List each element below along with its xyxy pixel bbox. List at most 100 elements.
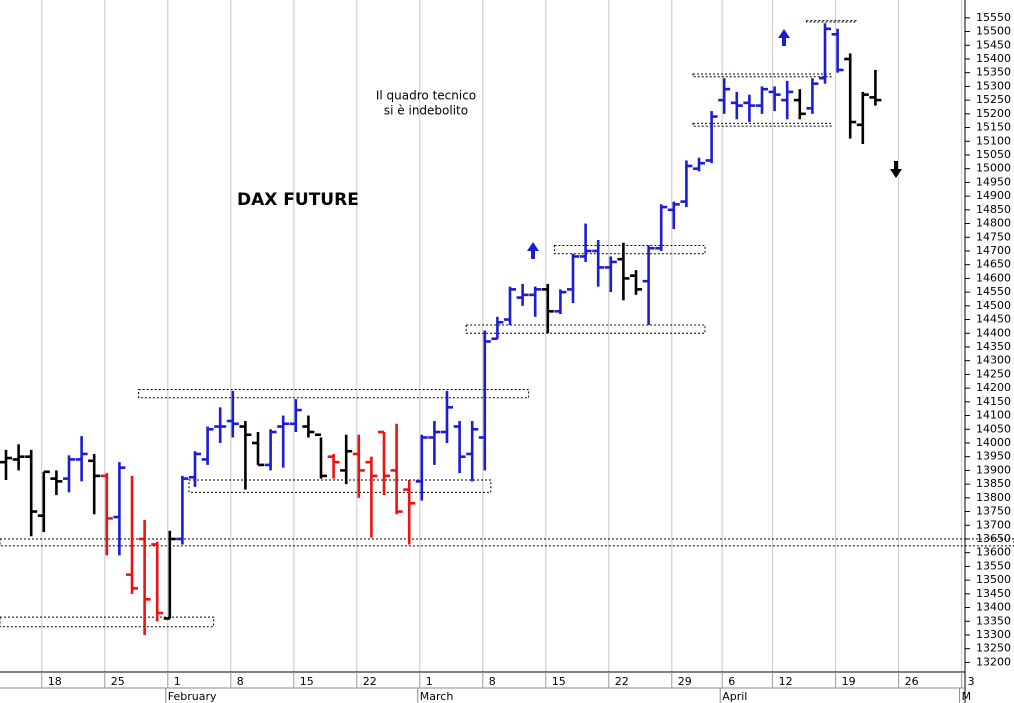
x-tick-label: 25 bbox=[111, 675, 125, 688]
x-tick-label: 1 bbox=[426, 675, 433, 688]
y-tick-label: 15300 bbox=[976, 79, 1011, 92]
ohlc-bar bbox=[529, 286, 542, 317]
ohlc-bar bbox=[25, 449, 38, 537]
ohlc-bar bbox=[176, 475, 189, 545]
price-zone bbox=[692, 73, 832, 78]
ohlc-bar bbox=[75, 436, 88, 482]
ohlc-bar bbox=[113, 462, 126, 556]
ohlc-bar bbox=[327, 453, 340, 479]
y-tick-label: 13400 bbox=[976, 601, 1011, 614]
ohlc-bar bbox=[63, 455, 75, 493]
ohlc-bar bbox=[567, 253, 579, 304]
ohlc-bar bbox=[289, 399, 302, 432]
y-tick-label: 13950 bbox=[976, 450, 1011, 463]
up-arrow bbox=[527, 242, 539, 259]
ohlc-bar bbox=[718, 78, 731, 114]
ohlc-bar bbox=[264, 429, 277, 471]
chart-title: DAX FUTURE bbox=[237, 190, 359, 210]
y-tick-label: 13800 bbox=[976, 491, 1011, 504]
grid bbox=[41, 0, 963, 672]
ohlc-bar bbox=[189, 451, 201, 487]
month-label: April bbox=[722, 690, 747, 703]
x-tick-label: 15 bbox=[552, 675, 566, 688]
price-zone bbox=[138, 388, 530, 399]
y-tick-label: 13850 bbox=[976, 477, 1011, 490]
ohlc-bar bbox=[302, 415, 315, 438]
y-tick-label: 15350 bbox=[976, 66, 1011, 79]
month-label: March bbox=[420, 690, 454, 703]
y-tick-label: 15450 bbox=[976, 38, 1011, 51]
y-tick-label: 13700 bbox=[976, 518, 1011, 531]
ohlc-bar bbox=[831, 28, 844, 73]
y-tick-label: 15250 bbox=[976, 93, 1011, 106]
x-tick-label: 1 bbox=[174, 675, 181, 688]
zones bbox=[0, 20, 1014, 628]
y-tick-label: 14600 bbox=[976, 271, 1011, 284]
annotation: si è indebolito bbox=[384, 104, 468, 118]
y-tick-label: 14550 bbox=[976, 285, 1011, 298]
ohlc-bar bbox=[340, 434, 353, 485]
y-tick-label: 15000 bbox=[976, 162, 1011, 175]
ohlc-bar bbox=[781, 80, 794, 120]
ohlc-bar bbox=[541, 283, 554, 334]
y-tick-label: 13300 bbox=[976, 628, 1011, 641]
month-label: M bbox=[962, 690, 972, 703]
ohlc-bar bbox=[768, 86, 781, 112]
annotation: Il quadro tecnico bbox=[376, 89, 476, 103]
x-tick-label: 6 bbox=[728, 675, 735, 688]
ohlc-bar bbox=[415, 434, 428, 501]
ohlc-bar bbox=[491, 316, 504, 341]
price-zone bbox=[805, 20, 857, 23]
y-tick-label: 13600 bbox=[976, 546, 1011, 559]
ohlc-bar bbox=[806, 78, 819, 114]
ohlc-bar bbox=[88, 453, 101, 515]
y-tick-label: 14500 bbox=[976, 299, 1011, 312]
ohlc-bar bbox=[100, 473, 113, 556]
y-tick-label: 14350 bbox=[976, 340, 1011, 353]
y-tick-label: 13900 bbox=[976, 463, 1011, 476]
ohlc-bar bbox=[428, 421, 441, 465]
y-tick-label: 13200 bbox=[976, 655, 1011, 668]
ohlc-bar bbox=[226, 390, 239, 438]
y-tick-label: 14450 bbox=[976, 313, 1011, 326]
ohlc-bar bbox=[604, 256, 617, 293]
y-tick-label: 14400 bbox=[976, 326, 1011, 339]
x-tick-label: 22 bbox=[615, 675, 629, 688]
y-tick-label: 14000 bbox=[976, 436, 1011, 449]
y-tick-label: 14750 bbox=[976, 230, 1011, 243]
ohlc-bar bbox=[239, 421, 252, 490]
y-tick-label: 15500 bbox=[976, 25, 1011, 38]
ohlc-bar bbox=[516, 283, 529, 306]
y-tick-label: 15150 bbox=[976, 121, 1011, 134]
ohlc-bar bbox=[126, 475, 138, 594]
ohlc-bar bbox=[403, 480, 416, 545]
y-tick-label: 14200 bbox=[976, 381, 1011, 394]
ohlc-bar bbox=[579, 223, 592, 262]
up-arrow bbox=[778, 29, 790, 46]
ohlc-bar bbox=[630, 270, 642, 295]
ohlc-bar bbox=[12, 444, 25, 471]
y-tick-label: 14800 bbox=[976, 217, 1011, 230]
ohlc-bar bbox=[453, 421, 466, 474]
ohlc-bar bbox=[151, 541, 164, 622]
ohlc-bar bbox=[390, 423, 403, 515]
y-tick-label: 15550 bbox=[976, 11, 1011, 24]
y-tick-label: 13450 bbox=[976, 587, 1011, 600]
x-tick-label: 8 bbox=[489, 675, 496, 688]
ohlc-bar bbox=[693, 157, 705, 172]
x-tick-label: 29 bbox=[678, 675, 692, 688]
ohlc-bar bbox=[844, 53, 857, 139]
ohlc-bar bbox=[756, 86, 768, 114]
x-tick-label: 8 bbox=[237, 675, 244, 688]
y-tick-label: 14150 bbox=[976, 395, 1011, 408]
ohlc-bar bbox=[277, 415, 290, 468]
y-tick-label: 15100 bbox=[976, 134, 1011, 147]
y-tick-label: 15050 bbox=[976, 148, 1011, 161]
ohlc-bar bbox=[50, 470, 63, 496]
x-tick-label: 12 bbox=[779, 675, 793, 688]
ohlc-bar bbox=[819, 23, 831, 84]
y-tick-label: 14250 bbox=[976, 367, 1011, 380]
month-label: February bbox=[168, 690, 217, 703]
y-tick-label: 14050 bbox=[976, 422, 1011, 435]
y-tick-label: 14850 bbox=[976, 203, 1011, 216]
